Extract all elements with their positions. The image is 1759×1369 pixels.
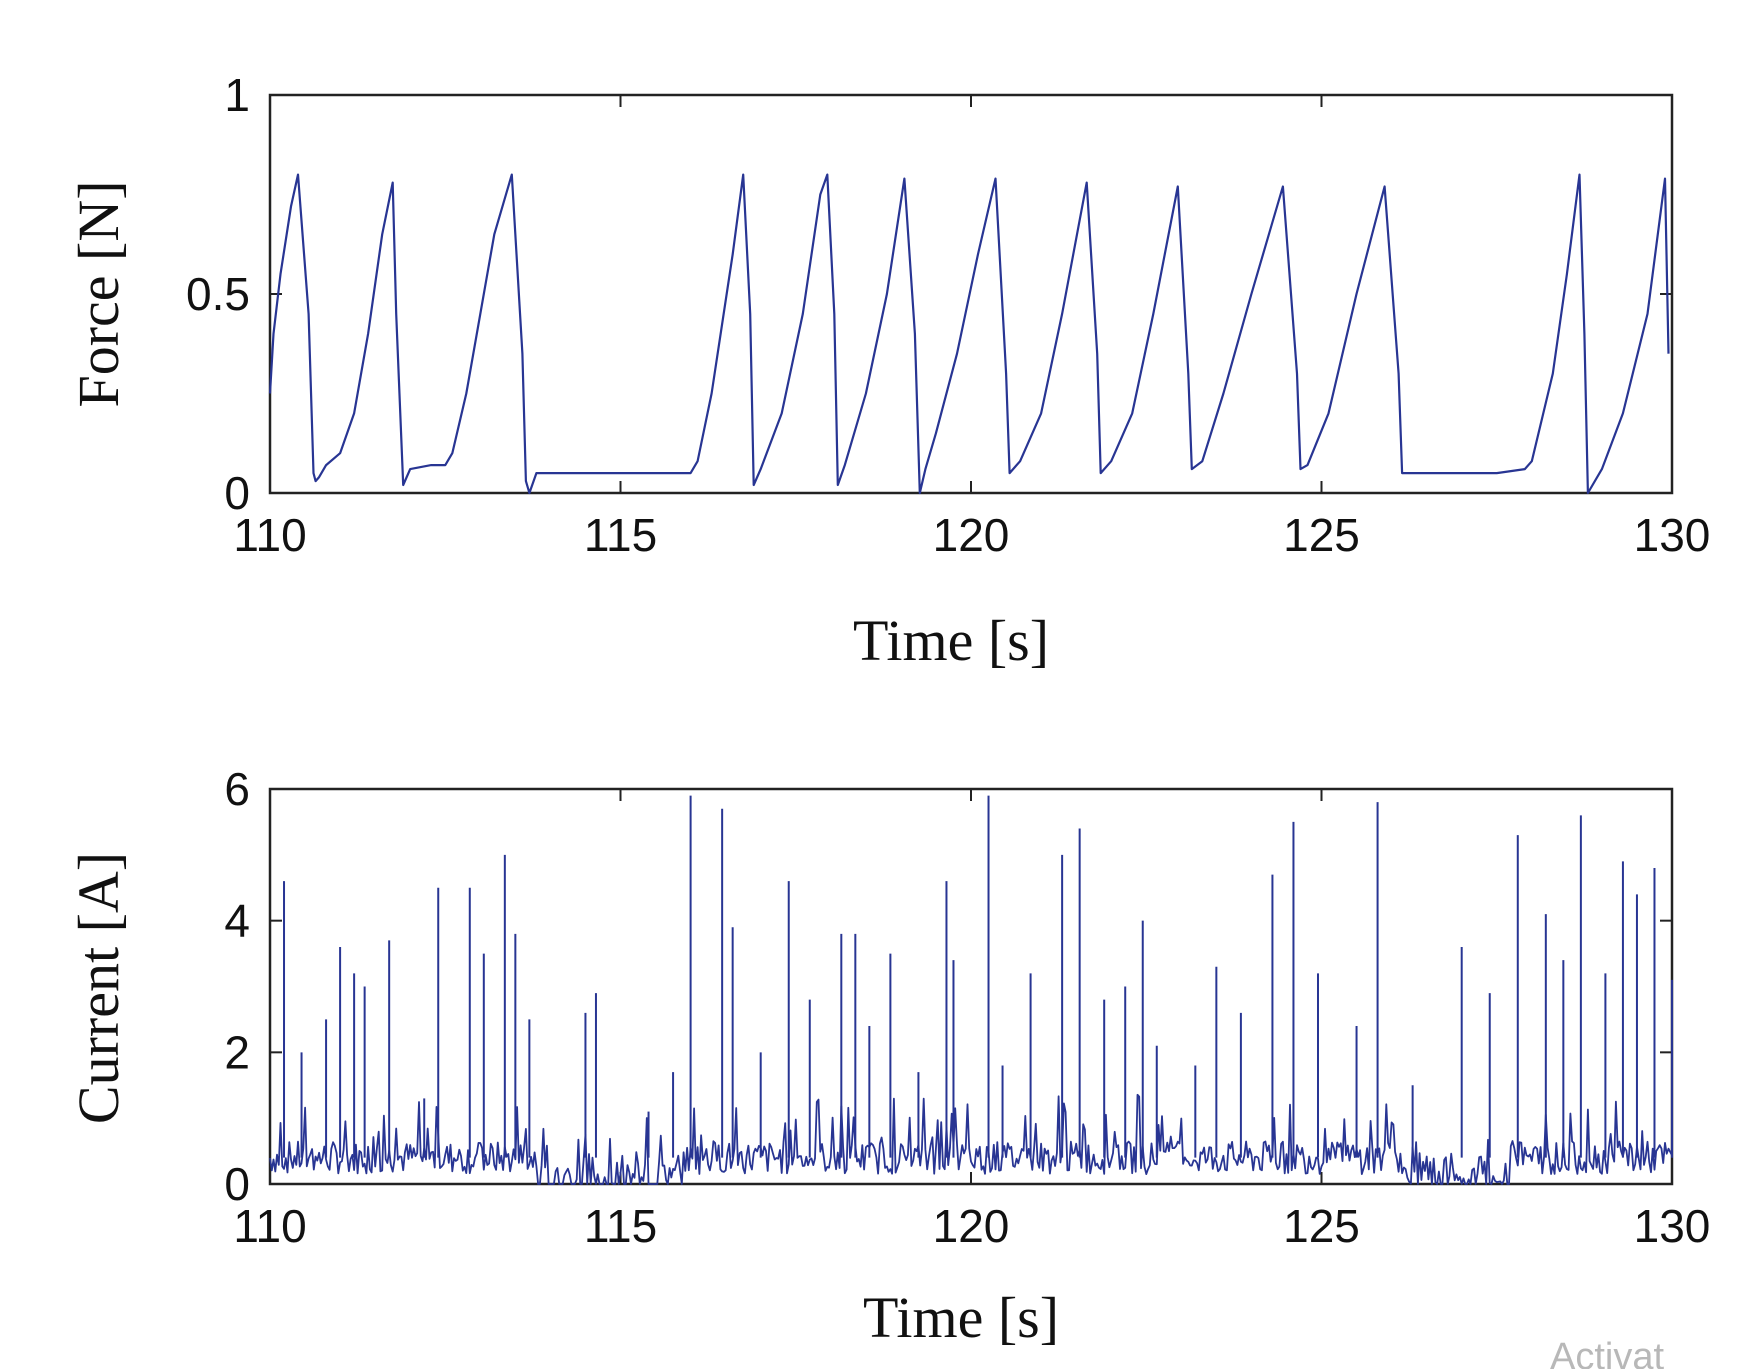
force-ytick-label: 0 (224, 467, 250, 519)
current-xtick-label: 125 (1283, 1200, 1360, 1252)
current-xtick-label: 130 (1634, 1200, 1711, 1252)
force-ytick-label: 1 (224, 69, 250, 121)
current-panel: 110 115 120 125 130 0 2 4 6 Time [s] Current [A… (66, 763, 1710, 1350)
force-xtick-label: 130 (1634, 509, 1711, 561)
force-xtick-label: 120 (933, 509, 1010, 561)
force-ytick-label: 0.5 (186, 268, 250, 320)
current-y-axis-label: Current [A] (66, 852, 131, 1124)
force-series-line (268, 173, 1670, 495)
current-ytick-label: 2 (224, 1026, 250, 1078)
current-ytick-label: 0 (224, 1158, 250, 1210)
current-xtick-label: 115 (584, 1200, 657, 1252)
current-ytick-label: 6 (224, 763, 250, 815)
force-xtick-label: 110 (233, 509, 306, 561)
current-xtick-labels: 110 115 120 125 130 (233, 1200, 1710, 1252)
force-x-axis-label: Time [s] (853, 608, 1049, 673)
current-ytick-labels: 0 2 4 6 (224, 763, 250, 1210)
current-xtick-label: 120 (933, 1200, 1010, 1252)
force-ytick-labels: 00.51 (186, 69, 250, 519)
force-xtick-label: 125 (1283, 509, 1360, 561)
current-xtick-label: 110 (233, 1200, 306, 1252)
force-y-axis-label: Force [N] (66, 180, 131, 407)
current-ytick-label: 4 (224, 895, 250, 947)
force-plot-frame (268, 93, 1674, 495)
force-panel: 110 115 120 125 130 00.51 Time [s] Force [N] (66, 69, 1710, 673)
force-xtick-labels: 110 115 120 125 130 (233, 509, 1710, 561)
force-ticks (269, 94, 1673, 494)
current-x-axis-label: Time [s] (863, 1285, 1059, 1350)
watermark-text: Activat (1550, 1336, 1664, 1369)
current-series-line (269, 1093, 1673, 1185)
force-xtick-label: 115 (584, 509, 657, 561)
